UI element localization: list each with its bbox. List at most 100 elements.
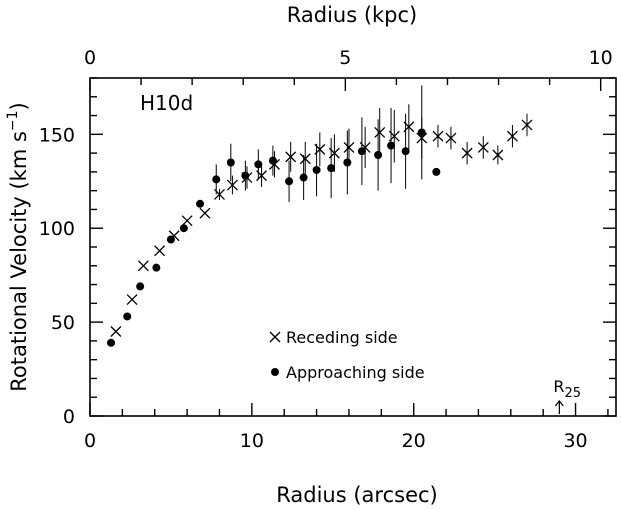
- receding-point: [328, 147, 340, 159]
- x-marker-stroke: [521, 119, 533, 131]
- x-marker-stroke: [269, 158, 280, 170]
- receding-point: [214, 188, 225, 200]
- axis-ticks: [89, 77, 616, 417]
- y-tick-label: 50: [51, 312, 75, 334]
- legend-item-approaching: Approaching side: [271, 363, 425, 382]
- x-marker-stroke: [299, 153, 311, 165]
- receding-point: [285, 151, 297, 163]
- top-axis-title: Radius (kpc): [287, 3, 418, 27]
- data-markers: [107, 119, 533, 347]
- x-marker-stroke: [343, 142, 355, 153]
- receding-point: [199, 207, 211, 219]
- legend-marker-x: [269, 331, 281, 343]
- approaching-point: [136, 282, 145, 291]
- approaching-point: [285, 177, 294, 186]
- top-tick-label: 10: [589, 47, 613, 69]
- legend-marker-dot: [271, 368, 279, 376]
- x-marker-stroke: [314, 143, 326, 155]
- receding-point: [299, 153, 311, 165]
- top-tick-label: 5: [339, 47, 351, 69]
- top-tick-label: 0: [84, 47, 96, 69]
- x-marker-stroke: [226, 179, 238, 191]
- receding-point: [388, 130, 400, 142]
- approaching-point: [357, 147, 366, 156]
- receding-point: [445, 132, 457, 144]
- x-tick-label: 0: [84, 430, 96, 452]
- legend-label-approaching: Approaching side: [286, 363, 425, 382]
- approaching-point: [123, 312, 132, 321]
- x-tick-label: 30: [563, 430, 587, 452]
- panel-label: H10d: [140, 91, 193, 115]
- legend-item-receding: Receding side: [269, 328, 398, 347]
- approaching-point: [179, 224, 188, 233]
- approaching-point: [387, 141, 396, 150]
- approaching-point: [166, 235, 175, 244]
- x-marker-stroke: [137, 260, 149, 272]
- receding-point: [137, 260, 149, 272]
- x-marker-stroke: [328, 147, 340, 159]
- y-axis-title-exponent: −1: [5, 110, 21, 131]
- x-axis-title: Radius (arcsec): [276, 483, 437, 507]
- x-marker-stroke: [214, 188, 225, 200]
- approaching-point: [268, 156, 277, 165]
- x-tick-label: 20: [402, 430, 426, 452]
- approaching-point: [417, 128, 426, 137]
- receding-point: [403, 121, 415, 133]
- approaching-point: [152, 263, 161, 272]
- approaching-point: [226, 158, 235, 167]
- receding-point: [314, 143, 326, 155]
- r25-arrow-head: [554, 400, 564, 407]
- x-marker-stroke: [199, 207, 211, 219]
- approaching-point: [299, 173, 308, 182]
- legend-label-receding: Receding side: [286, 328, 398, 347]
- x-marker-stroke: [477, 142, 489, 153]
- receding-point: [126, 294, 138, 306]
- receding-point: [477, 142, 489, 153]
- approaching-point: [241, 171, 250, 180]
- y-axis-title-close: ): [7, 102, 31, 110]
- approaching-point: [254, 160, 263, 169]
- receding-point: [432, 130, 444, 142]
- x-marker-stroke: [461, 147, 473, 159]
- receding-point: [521, 119, 533, 131]
- receding-point: [343, 142, 355, 153]
- x-marker-stroke: [432, 130, 444, 142]
- approaching-point: [327, 164, 336, 173]
- y-axis-title-main: Rotational Velocity (km s: [7, 131, 31, 392]
- approaching-point: [343, 158, 352, 167]
- r25-label: R25: [553, 377, 581, 401]
- x-marker-stroke: [285, 151, 297, 163]
- axis-tick-labels: 0 10 20 30 0 50 100 150 0 5 10: [39, 47, 613, 452]
- x-tick-label: 10: [240, 430, 264, 452]
- r25-letter: R: [553, 377, 564, 396]
- approaching-point: [401, 147, 410, 156]
- r25-annotation: R25: [553, 377, 581, 414]
- x-marker-stroke: [388, 130, 400, 142]
- receding-point: [506, 130, 518, 142]
- r25-subscript: 25: [564, 386, 581, 401]
- approaching-point: [312, 166, 321, 175]
- receding-point: [226, 179, 238, 191]
- receding-point: [110, 326, 122, 337]
- x-marker-stroke: [154, 245, 166, 257]
- x-marker-stroke: [506, 130, 518, 142]
- approaching-point: [196, 199, 205, 208]
- x-marker-stroke: [256, 170, 268, 182]
- x-marker-stroke: [269, 331, 281, 343]
- x-marker-stroke: [445, 132, 457, 144]
- approaching-point: [107, 338, 116, 347]
- receding-point: [461, 147, 473, 159]
- y-axis-title: Rotational Velocity (km s−1): [5, 102, 31, 392]
- receding-point: [492, 149, 504, 161]
- x-marker-stroke: [181, 215, 193, 227]
- receding-point: [154, 245, 166, 257]
- receding-point: [374, 126, 386, 138]
- receding-point: [181, 215, 193, 227]
- y-tick-label: 150: [39, 124, 75, 146]
- x-marker-stroke: [403, 121, 415, 133]
- x-marker-stroke: [110, 326, 122, 337]
- x-marker-stroke: [126, 294, 138, 306]
- receding-point: [416, 132, 428, 144]
- receding-point: [256, 170, 268, 182]
